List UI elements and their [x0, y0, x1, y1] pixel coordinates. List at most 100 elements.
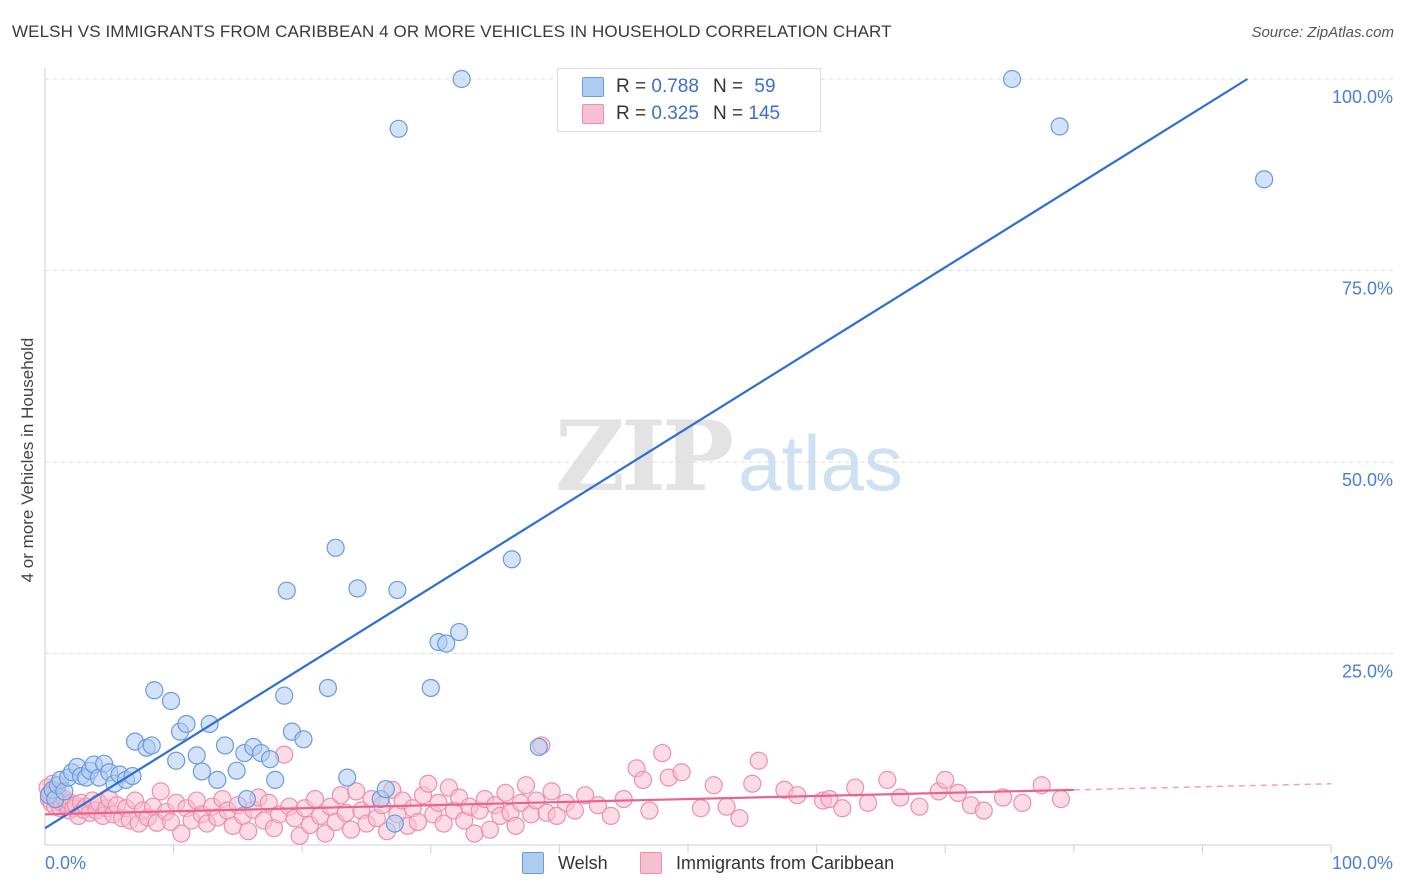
- caribbean-point: [496, 783, 515, 803]
- legend-row-caribbean: R = 0.325 N = 145: [582, 102, 780, 126]
- series-legend: Welsh Immigrants from Caribbean: [0, 852, 1406, 878]
- welsh-point: [1255, 170, 1274, 189]
- caribbean-point: [305, 789, 325, 809]
- welsh-point: [421, 678, 440, 698]
- welsh-point: [187, 746, 206, 765]
- welsh-point: [142, 736, 161, 755]
- caribbean-points: [38, 736, 1071, 845]
- caribbean-point: [419, 774, 438, 793]
- caribbean-point: [429, 793, 448, 812]
- caribbean-point: [891, 788, 910, 807]
- welsh-point: [326, 538, 345, 557]
- caribbean-point: [993, 788, 1013, 807]
- caribbean-point: [749, 751, 768, 770]
- caribbean-point: [565, 801, 584, 820]
- welsh-point: [1050, 117, 1069, 136]
- caribbean-point: [601, 806, 620, 825]
- welsh-trend-line: [44, 78, 1248, 830]
- caribbean-point: [347, 782, 366, 801]
- x-tick-label: 0.0%: [45, 853, 86, 873]
- caribbean-point: [653, 743, 672, 763]
- welsh-point: [376, 779, 395, 799]
- welsh-point: [348, 579, 367, 598]
- source-credit: Source: ZipAtlas.com: [1251, 24, 1394, 41]
- tick-labels: 25.0% 50.0% 75.0% 100.0% 0.0% 100.0%: [45, 87, 1393, 873]
- welsh-point: [437, 634, 456, 653]
- caribbean-point: [878, 770, 897, 789]
- legend-swatch-welsh: [582, 77, 604, 97]
- legend-row-welsh: R = 0.788 N = 59: [582, 75, 776, 99]
- welsh-point: [277, 581, 296, 600]
- legend-r-label: R =: [616, 103, 652, 124]
- legend-r-label: R =: [616, 76, 652, 97]
- legend-swatch-caribbean: [640, 852, 662, 874]
- caribbean-point: [465, 824, 484, 843]
- welsh-point: [145, 681, 164, 700]
- welsh-point: [318, 678, 338, 698]
- welsh-point: [1002, 69, 1022, 89]
- welsh-point: [161, 691, 181, 711]
- caribbean-point: [743, 774, 762, 793]
- caribbean-point: [151, 782, 170, 801]
- caribbean-point: [1051, 789, 1071, 809]
- caribbean-point: [542, 782, 561, 801]
- y-tick-label: 100.0%: [1332, 87, 1393, 107]
- welsh-point: [266, 770, 285, 789]
- caribbean-point: [527, 791, 546, 810]
- welsh-point: [294, 730, 313, 749]
- y-tick-label: 75.0%: [1342, 279, 1393, 299]
- welsh-point: [385, 814, 404, 833]
- caribbean-point: [640, 801, 659, 820]
- trend-lines: [44, 78, 1332, 830]
- caribbean-point: [576, 786, 595, 805]
- legend-n-value: 59: [754, 76, 776, 97]
- legend-label-caribbean: Immigrants from Caribbean: [676, 852, 895, 873]
- welsh-point: [275, 686, 294, 705]
- caribbean-point: [341, 820, 361, 839]
- caribbean-point: [910, 797, 929, 816]
- caribbean-point: [161, 812, 181, 832]
- legend-r-value: 0.788: [651, 76, 699, 97]
- y-tick-label: 25.0%: [1342, 662, 1393, 682]
- welsh-points: [39, 69, 1274, 833]
- legend-n-label: N =: [713, 76, 749, 97]
- legend-swatch-welsh: [522, 852, 544, 874]
- caribbean-point: [434, 814, 453, 833]
- legend-label-welsh: Welsh: [558, 852, 608, 873]
- caribbean-point: [1013, 793, 1032, 812]
- welsh-point: [389, 119, 408, 138]
- caribbean-point: [172, 824, 191, 843]
- caribbean-point: [408, 812, 428, 832]
- caribbean-point: [672, 763, 691, 782]
- welsh-point: [449, 622, 469, 642]
- legend-n-label: N =: [713, 103, 749, 124]
- legend-n-value: 145: [748, 103, 781, 124]
- welsh-point: [388, 580, 407, 600]
- caribbean-point: [547, 806, 566, 825]
- caribbean-trend-line: [44, 788, 1074, 816]
- caribbean-point: [846, 778, 865, 797]
- caribbean-point: [691, 799, 710, 818]
- caribbean-point: [704, 776, 723, 795]
- welsh-point: [529, 737, 548, 757]
- welsh-point: [260, 750, 280, 769]
- welsh-point: [338, 768, 357, 787]
- caribbean-point: [633, 770, 653, 789]
- legend-item-caribbean[interactable]: Immigrants from Caribbean: [640, 852, 894, 874]
- legend-item-welsh[interactable]: Welsh: [522, 852, 608, 874]
- welsh-point: [227, 761, 246, 780]
- caribbean-trend-extension: [1073, 782, 1332, 791]
- caribbean-point: [833, 799, 852, 818]
- caribbean-point: [936, 770, 955, 789]
- x-tick-label: 100.0%: [1332, 853, 1393, 873]
- welsh-point: [237, 789, 257, 809]
- chart-title: WELSH VS IMMIGRANTS FROM CARIBBEAN 4 OR …: [12, 22, 892, 41]
- welsh-point: [215, 736, 235, 755]
- caribbean-point: [506, 816, 525, 835]
- caribbean-point: [516, 776, 536, 795]
- caribbean-point: [239, 822, 258, 841]
- welsh-point: [452, 69, 471, 89]
- caribbean-point: [974, 801, 993, 820]
- legend-r-value: 0.325: [651, 103, 699, 124]
